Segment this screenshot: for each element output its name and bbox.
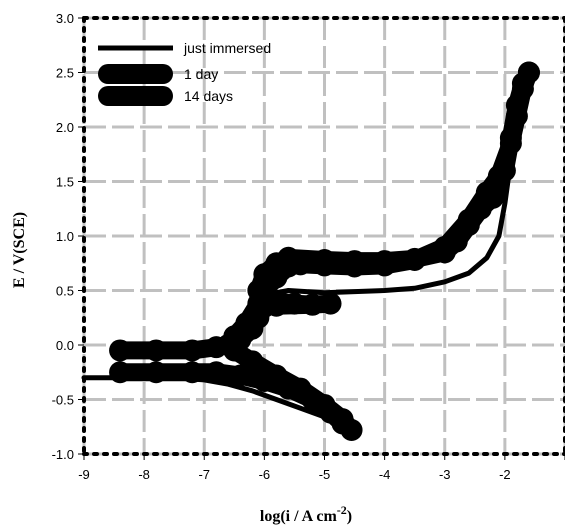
x-tick-label-6: -3 xyxy=(439,467,451,482)
legend-label-1: just immersed xyxy=(183,40,271,56)
series-2-point-13 xyxy=(301,293,324,316)
series-3-point-32 xyxy=(487,165,510,188)
axis-ticks: -9 -8 -7 -6 -5 -4 -3 -2 -1.0 -0.5 0.0 0.5 1.0 1.5 2.0 2… xyxy=(52,11,565,482)
series-2-point-10 xyxy=(283,292,306,315)
y-tick-label-8: 3.0 xyxy=(56,11,74,26)
x-tick-label-3: -6 xyxy=(259,467,271,482)
series-curves xyxy=(81,61,540,442)
y-axis-title: E / V(SCE) xyxy=(11,212,28,288)
legend-label-2: 1 day xyxy=(184,66,218,82)
x-tick-label-1: -8 xyxy=(138,467,150,482)
legend: just immersed 1 day 14 days xyxy=(98,40,271,106)
x-tick-label-2: -7 xyxy=(198,467,210,482)
series-3-point-15 xyxy=(241,350,264,373)
series-3-point-19 xyxy=(235,312,258,335)
series-3-point-1 xyxy=(145,361,168,384)
series-3-point-28 xyxy=(403,248,426,271)
series-3-point-33 xyxy=(499,132,522,155)
series-3-point-24 xyxy=(289,253,312,276)
x-tick-label-0: -9 xyxy=(78,467,90,482)
x-axis-title-main: log(i / A cm xyxy=(260,508,338,525)
y-tick-label-7: 2.5 xyxy=(56,66,74,81)
series-2-point-0 xyxy=(109,339,132,362)
series-3-point-0 xyxy=(109,361,132,384)
series-3-point-27 xyxy=(373,254,396,277)
x-axis-title-close: ) xyxy=(347,508,352,525)
x-axis-title: log(i / A cm-2) xyxy=(260,503,352,525)
x-tick-label-5: -4 xyxy=(379,467,391,482)
series-3-point-13 xyxy=(289,377,312,400)
series-3-point-36 xyxy=(517,61,540,84)
series-2-point-2 xyxy=(181,339,204,362)
series-3-point-29 xyxy=(433,235,456,258)
series-2-point-12 xyxy=(319,292,342,315)
x-tick-label-7: -2 xyxy=(499,467,511,482)
y-tick-label-5: 1.5 xyxy=(56,175,74,190)
series-3-point-11 xyxy=(331,408,354,431)
y-tick-label-3: 0.5 xyxy=(56,284,74,299)
y-tick-label-4: 1.0 xyxy=(56,229,74,244)
series-3-point-3 xyxy=(205,361,228,384)
series-3-point-31 xyxy=(475,181,498,204)
y-tick-label-0: -1.0 xyxy=(52,447,74,462)
x-tick-label-4: -5 xyxy=(319,467,331,482)
y-tick-label-6: 2.0 xyxy=(56,120,74,135)
legend-label-3: 14 days xyxy=(184,88,233,104)
series-3-point-12 xyxy=(313,393,336,416)
series-3-point-30 xyxy=(457,208,480,231)
series-3-point-25 xyxy=(313,254,336,277)
series-2-point-1 xyxy=(145,339,168,362)
x-axis-title-superscript: -2 xyxy=(337,503,347,517)
series-3-point-14 xyxy=(265,364,288,387)
y-tick-label-1: -0.5 xyxy=(52,393,74,408)
series-3-point-2 xyxy=(181,361,204,384)
series-3-point-34 xyxy=(505,105,528,128)
series-3-point-26 xyxy=(343,255,366,278)
y-tick-label-2: 0.0 xyxy=(56,338,74,353)
